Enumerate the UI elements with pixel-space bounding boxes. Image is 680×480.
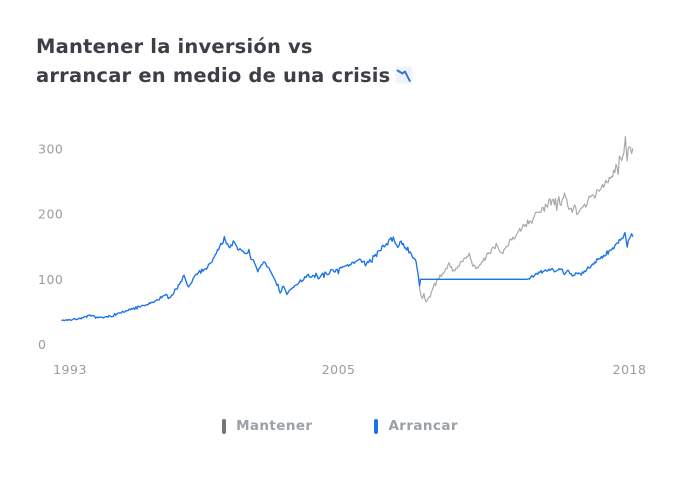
y-tick-label: 300 <box>38 142 63 157</box>
legend-item-arrancar: Arrancar <box>374 418 458 434</box>
legend-item-mantener: Mantener <box>222 418 312 434</box>
series-mantener-line <box>418 136 634 303</box>
legend-label-mantener: Mantener <box>236 418 313 434</box>
arrancar-marker-icon <box>374 418 379 434</box>
x-tick-label: 2005 <box>322 362 356 377</box>
chart-decreasing-icon <box>395 63 413 92</box>
y-tick-label: 200 <box>38 207 63 222</box>
chart-legend: Mantener Arrancar <box>0 418 680 434</box>
page-title: Mantener la inversión vs arrancar en med… <box>36 32 413 92</box>
y-tick-label: 0 <box>38 337 46 352</box>
mantener-marker-icon <box>222 418 227 434</box>
page-title-line1: Mantener la inversión vs <box>36 35 313 58</box>
x-tick-label: 1993 <box>53 362 87 377</box>
y-tick-label: 100 <box>38 272 63 287</box>
page-title-line2: arrancar en medio de una crisis <box>36 61 413 92</box>
x-tick-label: 2018 <box>613 362 647 377</box>
series-arrancar-line <box>61 231 634 322</box>
legend-label-arrancar: Arrancar <box>388 418 458 434</box>
